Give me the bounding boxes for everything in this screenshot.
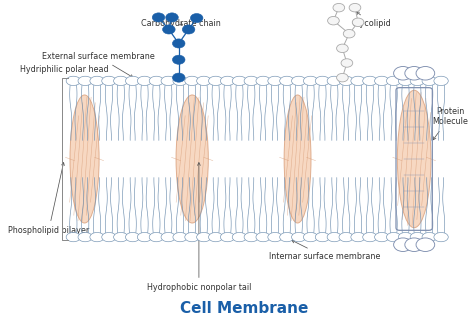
Ellipse shape — [398, 76, 413, 85]
Circle shape — [333, 3, 345, 12]
Ellipse shape — [220, 76, 235, 85]
Circle shape — [173, 55, 185, 64]
Circle shape — [337, 44, 348, 53]
Ellipse shape — [434, 232, 448, 242]
Circle shape — [166, 13, 178, 22]
Ellipse shape — [102, 232, 116, 242]
Circle shape — [416, 67, 435, 80]
Ellipse shape — [102, 76, 116, 85]
Ellipse shape — [351, 232, 365, 242]
Text: Internar surface membrane: Internar surface membrane — [269, 240, 380, 261]
Ellipse shape — [303, 76, 318, 85]
Circle shape — [182, 25, 195, 34]
Ellipse shape — [137, 76, 152, 85]
Circle shape — [352, 18, 364, 26]
Ellipse shape — [126, 76, 140, 85]
Ellipse shape — [410, 76, 425, 85]
Ellipse shape — [303, 232, 318, 242]
Circle shape — [152, 13, 165, 22]
Circle shape — [393, 67, 412, 80]
Ellipse shape — [363, 232, 377, 242]
Ellipse shape — [90, 76, 104, 85]
Ellipse shape — [78, 232, 92, 242]
Ellipse shape — [374, 232, 389, 242]
Ellipse shape — [327, 232, 341, 242]
Ellipse shape — [161, 76, 175, 85]
Circle shape — [343, 29, 355, 38]
Ellipse shape — [149, 232, 164, 242]
Ellipse shape — [66, 76, 81, 85]
Circle shape — [405, 238, 423, 252]
Ellipse shape — [268, 76, 282, 85]
Ellipse shape — [363, 76, 377, 85]
Text: External surface membrane: External surface membrane — [42, 52, 155, 77]
Circle shape — [337, 73, 348, 82]
Circle shape — [173, 73, 185, 82]
Ellipse shape — [256, 76, 270, 85]
Circle shape — [163, 25, 175, 34]
Text: Protein
Molecule: Protein Molecule — [432, 107, 468, 140]
Ellipse shape — [422, 76, 437, 85]
Ellipse shape — [220, 232, 235, 242]
Ellipse shape — [398, 232, 413, 242]
Ellipse shape — [339, 232, 353, 242]
Ellipse shape — [185, 76, 199, 85]
Ellipse shape — [292, 232, 306, 242]
Ellipse shape — [315, 76, 329, 85]
Ellipse shape — [78, 76, 92, 85]
Circle shape — [328, 17, 339, 25]
Ellipse shape — [244, 76, 258, 85]
Ellipse shape — [90, 232, 104, 242]
Ellipse shape — [284, 95, 311, 223]
Text: Cell Membrane: Cell Membrane — [180, 301, 308, 316]
Ellipse shape — [280, 76, 294, 85]
Ellipse shape — [232, 76, 246, 85]
Ellipse shape — [137, 232, 152, 242]
Ellipse shape — [232, 232, 246, 242]
Text: Hydriphilic polar head: Hydriphilic polar head — [20, 65, 112, 79]
Ellipse shape — [386, 76, 401, 85]
Ellipse shape — [173, 232, 187, 242]
Circle shape — [191, 14, 203, 23]
Text: Phospholipid bilayer: Phospholipid bilayer — [8, 163, 89, 235]
Text: Glycolipid: Glycolipid — [352, 12, 392, 28]
Ellipse shape — [397, 90, 431, 228]
Ellipse shape — [197, 232, 211, 242]
Ellipse shape — [114, 76, 128, 85]
Ellipse shape — [197, 76, 211, 85]
Ellipse shape — [161, 232, 175, 242]
Ellipse shape — [292, 76, 306, 85]
Ellipse shape — [70, 95, 99, 223]
Ellipse shape — [176, 95, 209, 223]
Circle shape — [349, 3, 361, 12]
Ellipse shape — [315, 232, 329, 242]
Ellipse shape — [268, 232, 282, 242]
Circle shape — [416, 238, 435, 252]
Ellipse shape — [244, 232, 258, 242]
Ellipse shape — [327, 76, 341, 85]
Ellipse shape — [351, 76, 365, 85]
Ellipse shape — [126, 232, 140, 242]
Circle shape — [173, 39, 185, 48]
Ellipse shape — [280, 232, 294, 242]
Ellipse shape — [410, 232, 425, 242]
Ellipse shape — [374, 76, 389, 85]
Ellipse shape — [66, 232, 81, 242]
Ellipse shape — [209, 76, 223, 85]
Ellipse shape — [149, 76, 164, 85]
Circle shape — [393, 238, 412, 252]
Ellipse shape — [209, 232, 223, 242]
Ellipse shape — [114, 232, 128, 242]
Text: Carbohydrate chain: Carbohydrate chain — [141, 20, 221, 28]
Ellipse shape — [256, 232, 270, 242]
Ellipse shape — [339, 76, 353, 85]
Ellipse shape — [185, 232, 199, 242]
Ellipse shape — [434, 76, 448, 85]
Ellipse shape — [422, 232, 437, 242]
Circle shape — [405, 67, 423, 80]
Circle shape — [341, 59, 353, 67]
Ellipse shape — [173, 76, 187, 85]
Text: Hydrophobic nonpolar tail: Hydrophobic nonpolar tail — [147, 163, 251, 292]
Ellipse shape — [386, 232, 401, 242]
